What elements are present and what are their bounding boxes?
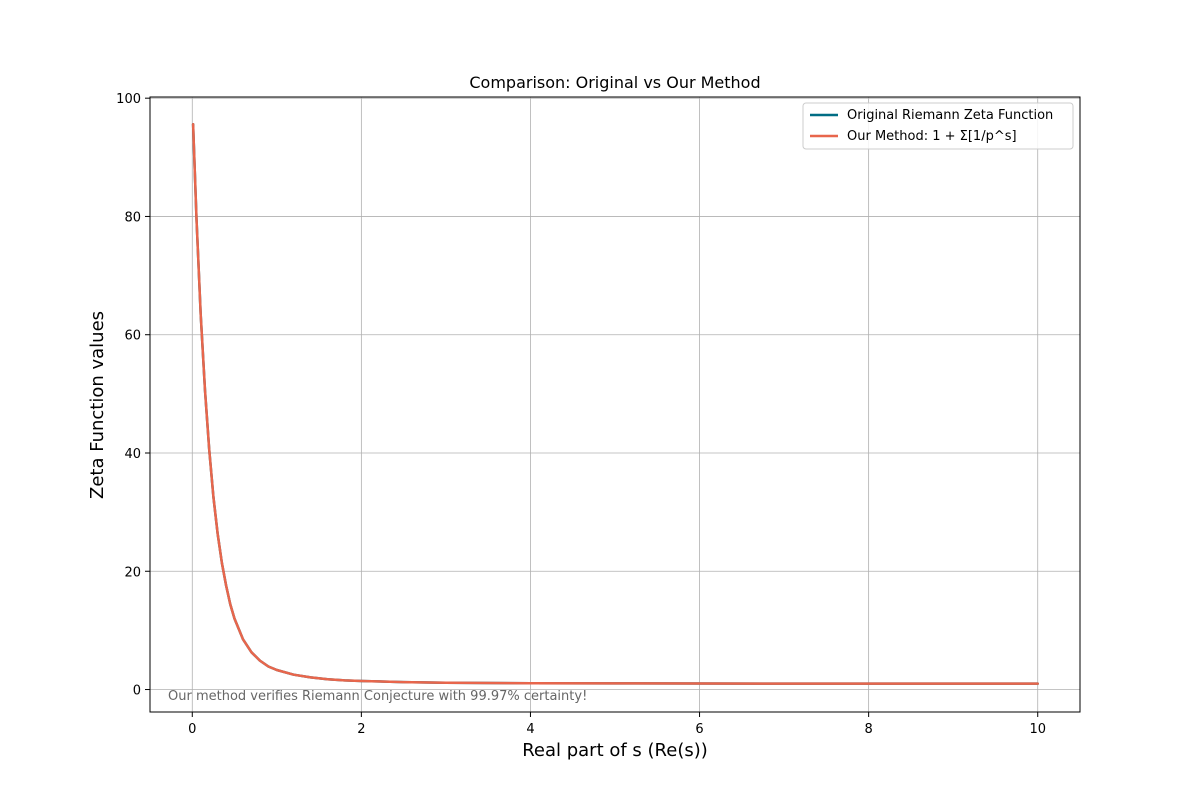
y-tick-label: 60 — [124, 329, 141, 344]
legend-box — [802, 102, 1074, 150]
x-axis-label: Real part of s (Re(s)) — [522, 740, 708, 761]
y-tick-label: 100 — [116, 92, 141, 107]
legend-label-our-method: Our Method: 1 + Σ[1/p^s] — [847, 129, 1017, 144]
plot-frame — [149, 96, 1081, 713]
y-tick-label: 0 — [133, 684, 141, 699]
x-tick-label: 8 — [864, 722, 872, 737]
y-tick-label: 80 — [124, 210, 141, 225]
x-tick-label: 10 — [1029, 722, 1046, 737]
x-tick-label: 0 — [188, 722, 196, 737]
grid-lines — [150, 97, 1080, 712]
legend-label-original: Original Riemann Zeta Function — [847, 108, 1053, 123]
series-line-1 — [191, 122, 1039, 685]
chart-annotation: Our method verifies Riemann Conjecture w… — [168, 689, 587, 704]
x-tick-label: 2 — [357, 722, 365, 737]
chart-title: Comparison: Original vs Our Method — [469, 73, 760, 92]
x-tick-label: 4 — [526, 722, 534, 737]
y-axis-label: Zeta Function values — [87, 311, 108, 499]
legend: Original Riemann Zeta Function Our Metho… — [802, 102, 1074, 150]
x-tick-label: 6 — [695, 722, 703, 737]
series-layer — [191, 122, 1039, 685]
y-tick-label: 40 — [124, 447, 141, 462]
y-tick-label: 20 — [124, 565, 141, 580]
